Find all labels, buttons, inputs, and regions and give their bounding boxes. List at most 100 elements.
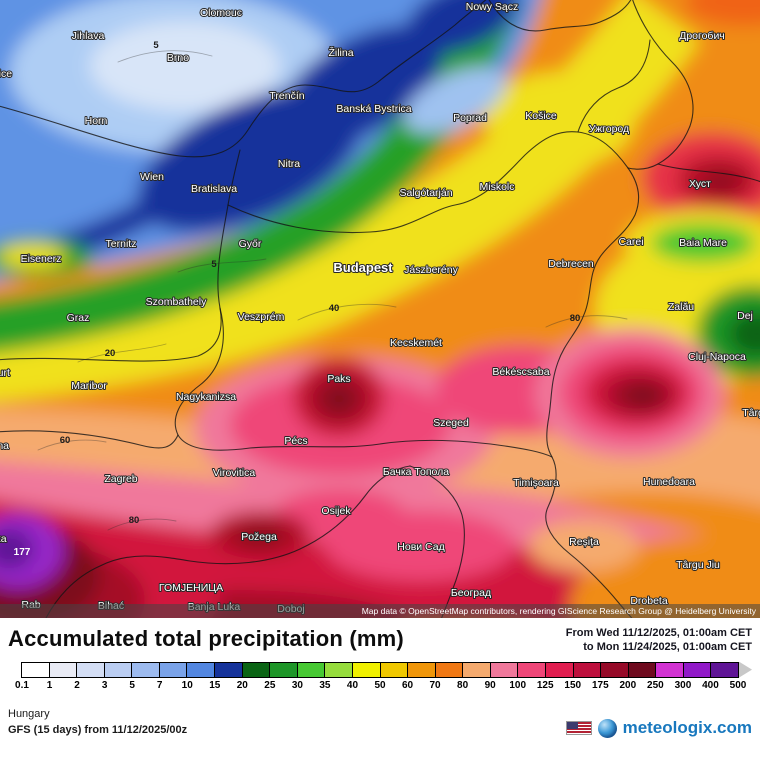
scale-tick-label: 15 <box>209 679 221 691</box>
max-value-label: 177 <box>14 547 31 558</box>
meteologix-logo-icon <box>597 718 617 738</box>
city-label: Banská Bystrica <box>336 103 411 115</box>
scale-tick-label: 70 <box>429 679 441 691</box>
city-label: Eisenerz <box>21 253 62 265</box>
city-label: Ужгород <box>589 123 629 135</box>
city-label: Olomouc <box>200 7 242 19</box>
city-labels: Jihlava Olomouc Brno Žilina Nowy Sącz Tr… <box>0 0 760 616</box>
city-label: Paks <box>327 373 350 385</box>
city-label: ГОМЈЕНИЦА <box>159 582 223 594</box>
scale-cell <box>187 662 216 677</box>
city-label: Timișoara <box>513 477 559 489</box>
scale-tick-label: 2 <box>74 679 80 691</box>
scale-cell <box>380 662 409 677</box>
city-label: Békéscsaba <box>492 366 549 378</box>
city-label: Košice <box>525 110 557 122</box>
contour-label: 60 <box>60 435 71 446</box>
scale-cell <box>215 662 243 677</box>
city-label: Virovitica <box>213 467 256 479</box>
city-label: Târgu Mureș <box>742 407 760 419</box>
scale-cell <box>132 662 160 677</box>
city-label: Дрогобич <box>679 30 725 42</box>
scale-tick-label: 175 <box>591 679 609 691</box>
city-label: Maribor <box>71 380 107 392</box>
scale-tick-label: 50 <box>374 679 386 691</box>
color-scale-cells <box>21 661 739 678</box>
scale-tick-label: 250 <box>647 679 664 691</box>
scale-tick-label: 5 <box>129 679 135 691</box>
city-label: Jászberény <box>404 264 458 276</box>
city-label: Zalău <box>668 301 694 313</box>
city-label: Salgótarján <box>399 187 452 199</box>
scale-cell <box>711 662 739 677</box>
scale-tick-label: 20 <box>236 679 248 691</box>
city-label: Budapest <box>333 260 393 275</box>
city-label: Београд <box>451 587 491 599</box>
city-label: Győr <box>239 238 262 250</box>
scale-cell <box>297 662 326 677</box>
city-label: Miskolc <box>479 181 514 193</box>
scale-tick-label: 100 <box>509 679 527 691</box>
city-label: Veszprém <box>238 311 285 323</box>
scale-tick-label: 150 <box>564 679 582 691</box>
contour-value-labels: 5 5 20 40 60 80 80 177 <box>14 40 581 558</box>
city-label: Pécs <box>284 435 307 447</box>
scale-tick-label: 60 <box>401 679 414 691</box>
city-label: Osijek <box>321 505 351 517</box>
scale-tick-label: 1 <box>46 679 53 691</box>
scale-tick-label: 0.1 <box>15 679 29 691</box>
city-label: Wien <box>140 171 164 183</box>
city-label: Bratislava <box>191 183 237 195</box>
city-label: Žilina <box>328 46 353 59</box>
city-label: Debrecen <box>548 258 594 270</box>
contour-label: 20 <box>105 348 116 359</box>
city-label: Horn <box>85 115 108 127</box>
scale-tick-label: 80 <box>457 679 469 691</box>
city-label: Zagreb <box>104 473 137 485</box>
scale-tick-label: 500 <box>729 679 747 691</box>
city-label: Cluj-Napoca <box>688 351 746 363</box>
scale-cell <box>545 662 574 677</box>
city-label: Reșița <box>569 536 599 548</box>
scale-cell <box>270 662 298 677</box>
city-label: Trenčín <box>269 90 304 102</box>
scale-cell <box>683 662 712 677</box>
brand-link[interactable]: meteologix.com <box>622 718 752 738</box>
scale-cell <box>463 662 491 677</box>
region-label: Hungary <box>8 707 50 720</box>
scale-tick-label: 200 <box>619 679 637 691</box>
precipitation-color-field <box>0 0 760 618</box>
period-to: to Mon 11/24/2025, 01:00am CET <box>583 641 752 654</box>
scale-cell <box>49 662 78 677</box>
brand-block[interactable]: meteologix.com <box>565 718 752 738</box>
city-label: Carei <box>618 236 643 248</box>
scale-cell <box>628 662 657 677</box>
map-title: Accumulated total precipitation (mm) <box>8 626 404 651</box>
city-label: Szombathely <box>146 296 207 308</box>
scale-cell <box>22 662 50 677</box>
period-from: From Wed 11/12/2025, 01:00am CET <box>565 627 752 639</box>
scale-cell <box>573 662 602 677</box>
scale-tick-label: 3 <box>101 679 108 691</box>
color-scale-labels: 0.1 1 2 3 5 7 10 15 20 25 30 35 40 50 60 70 80 90 100 125 15… <box>8 680 752 693</box>
city-label: Nowy Sącz <box>466 1 519 13</box>
contour-label: 5 <box>153 40 159 51</box>
us-flag-canton <box>566 722 578 730</box>
city-label: Požega <box>241 531 277 543</box>
color-scale-bar <box>8 661 752 678</box>
scale-tick-label: 90 <box>484 679 496 691</box>
scale-tick-label: 400 <box>702 679 719 691</box>
scale-tick-label: 25 <box>264 679 276 691</box>
city-label: Ternitz <box>106 238 137 250</box>
city-label: Kecskemét <box>390 337 442 349</box>
scale-cell <box>408 662 436 677</box>
scale-cell <box>435 662 464 677</box>
city-label: Jihlava <box>72 30 105 42</box>
city-label: Szeged <box>433 417 469 429</box>
city-label: Baia Mare <box>679 237 727 249</box>
precipitation-map: 5 5 20 40 60 80 80 177 Jihlava Olomouc B… <box>0 0 760 618</box>
contour-label: 40 <box>329 303 340 314</box>
scale-tick-label: 125 <box>536 679 554 691</box>
city-label: Nagykanizsa <box>176 391 236 403</box>
